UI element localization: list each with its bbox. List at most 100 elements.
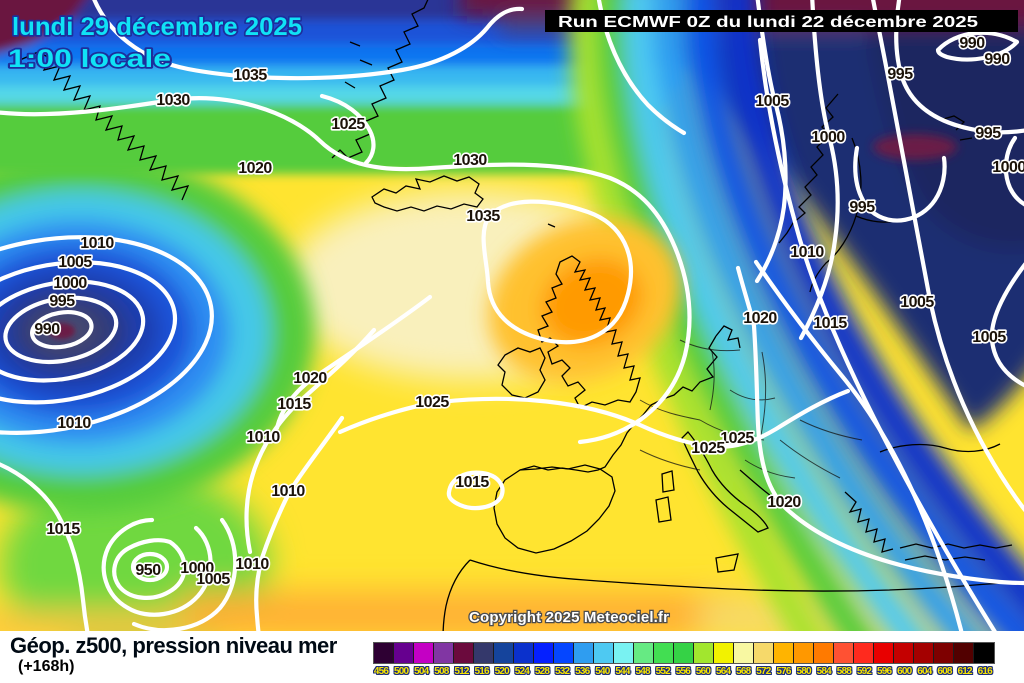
isobar-label: 1010 xyxy=(271,483,305,500)
colorbar-cell xyxy=(894,643,914,663)
isobar-label: 1015 xyxy=(277,396,311,413)
time-label: 1:00 locale xyxy=(8,45,171,73)
colorbar-cell xyxy=(714,643,734,663)
isobar-label: 1015 xyxy=(813,315,847,332)
date-label: lundi 29 décembre 2025 xyxy=(12,13,302,41)
colorbar-label: 552 xyxy=(655,666,671,677)
isobar-label: 950 xyxy=(135,562,161,579)
colorbar-cell xyxy=(814,643,834,663)
colorbar-label: 568 xyxy=(736,666,751,677)
colorbar-cell xyxy=(434,643,454,663)
colorbar-cell xyxy=(754,643,774,663)
colorbar-label: 548 xyxy=(635,666,651,677)
isobar-label: 1005 xyxy=(196,571,230,588)
run-info-bar xyxy=(545,10,1018,32)
isobar-label: 1030 xyxy=(453,152,487,169)
colorbar-cell xyxy=(454,643,474,663)
isobar-label: 995 xyxy=(49,293,75,310)
colorbar-cell xyxy=(474,643,494,663)
colorbar-label: 544 xyxy=(615,666,630,677)
colorbar-label: 564 xyxy=(716,666,731,677)
colorbar-label: 520 xyxy=(494,666,510,677)
colorbar-label: 540 xyxy=(595,666,610,677)
isobar-label: 1010 xyxy=(235,556,269,573)
isobar-label: 1005 xyxy=(972,329,1006,346)
colorbar-cell xyxy=(674,643,694,663)
colorbar-cell xyxy=(794,643,814,663)
colorbar-label: 616 xyxy=(977,666,993,677)
run-info-text: Run ECMWF 0Z du lundi 22 décembre 2025 xyxy=(558,14,978,31)
colorbar-label: 592 xyxy=(856,666,872,677)
colorbar-cell xyxy=(494,643,514,663)
colorbar-cell xyxy=(954,643,974,663)
isobar-label: 1025 xyxy=(691,440,725,457)
forecast-hour-label: (+168h) xyxy=(18,658,75,675)
colorbar-cell xyxy=(414,643,434,663)
isobar-label: 1010 xyxy=(246,429,280,446)
colorbar-cell xyxy=(974,643,994,663)
isobar-label: 1020 xyxy=(743,310,777,327)
colorbar-cell xyxy=(734,643,754,663)
colorbar-label: 512 xyxy=(454,666,469,677)
colorbar-cell xyxy=(554,643,574,663)
isobar-label: 1000 xyxy=(180,560,214,577)
isobar-label: 1010 xyxy=(790,244,824,261)
isobar-label: 990 xyxy=(959,35,985,52)
colorbar-cell xyxy=(934,643,954,663)
colorbar-labels: 456 500 504 508 512 516 520 524 528 532 536 540 544 5… xyxy=(371,666,995,677)
isobar-label: 1020 xyxy=(767,494,801,511)
isobar-label: 990 xyxy=(34,321,60,338)
colorbar-label: 532 xyxy=(555,666,570,677)
colorbar-label: 584 xyxy=(816,666,832,677)
geopotential-color-field xyxy=(0,0,1024,631)
isobar-label: 1010 xyxy=(80,235,114,252)
colorbar-cell xyxy=(594,643,614,663)
colorbar-label: 600 xyxy=(897,666,912,677)
colorbar-label: 508 xyxy=(434,666,449,677)
isobar-label: 1025 xyxy=(720,430,754,447)
colorbar-cell xyxy=(534,643,554,663)
isobar-label: 990 xyxy=(984,51,1010,68)
legend-strip: Géop. z500, pression niveau mer (+168h) … xyxy=(0,631,1024,683)
colorbar-cell xyxy=(854,643,874,663)
isobar-label: 1020 xyxy=(293,370,327,387)
isobar-label: 1015 xyxy=(455,474,489,491)
isobar-label: 1005 xyxy=(900,294,934,311)
isobar-label: 995 xyxy=(975,125,1001,142)
isobar-label: 1010 xyxy=(57,415,91,432)
isobar-label: 1025 xyxy=(331,116,365,133)
colorbar-cell xyxy=(514,643,534,663)
colorbar-label: 604 xyxy=(917,666,932,677)
colorbar-cell xyxy=(874,643,894,663)
colorbar-label: 560 xyxy=(695,666,711,677)
colorbar xyxy=(373,642,995,664)
isobar-label: 1020 xyxy=(238,160,272,177)
colorbar-label: 516 xyxy=(474,666,490,677)
colorbar-label: 500 xyxy=(394,666,409,677)
isobar-label: 995 xyxy=(849,199,875,216)
isobar-label: 1005 xyxy=(58,254,92,271)
colorbar-label: 528 xyxy=(534,666,550,677)
colorbar-label: 524 xyxy=(514,666,530,677)
isobar-label: 1005 xyxy=(755,93,789,110)
colorbar-cell xyxy=(694,643,714,663)
colorbar-label: 576 xyxy=(776,666,791,677)
colorbar-cell xyxy=(374,643,394,663)
isobar-label: 995 xyxy=(887,66,913,83)
isobar-label: 1000 xyxy=(992,159,1024,176)
colorbar-cell xyxy=(614,643,634,663)
isobar-label: 1000 xyxy=(53,275,87,292)
colorbar-label: 612 xyxy=(957,666,973,677)
isobar-contours xyxy=(0,0,1024,631)
colorbar-label: 556 xyxy=(675,666,691,677)
isobar-label: 1030 xyxy=(156,92,190,109)
colorbar-cell xyxy=(574,643,594,663)
colorbar-label: 456 xyxy=(373,666,389,677)
isobar-label: 1015 xyxy=(46,521,80,538)
copyright-text: Copyright 2025 Meteociel.fr xyxy=(469,609,669,626)
colorbar-cell xyxy=(774,643,794,663)
colorbar-cell xyxy=(394,643,414,663)
